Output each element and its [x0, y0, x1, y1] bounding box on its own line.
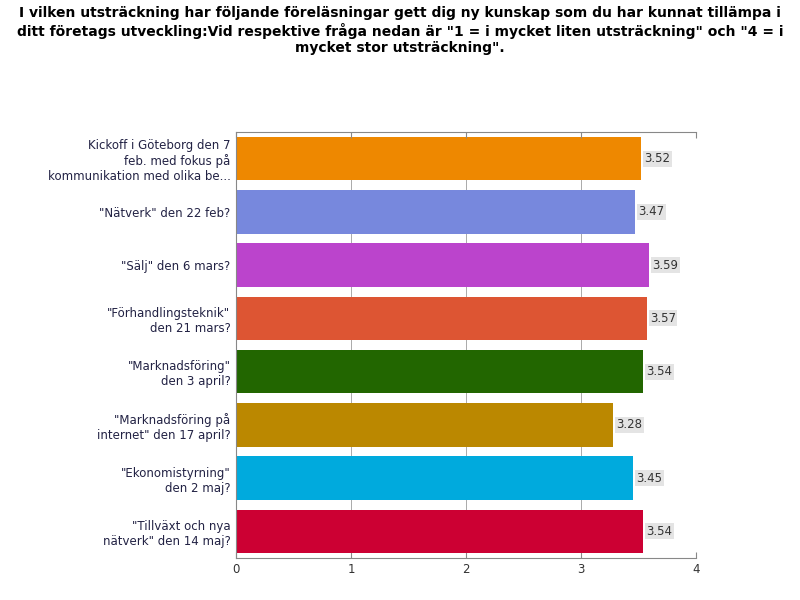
Text: 3.54: 3.54 [646, 365, 673, 378]
Text: 3.59: 3.59 [652, 259, 678, 272]
Text: 3.47: 3.47 [638, 205, 665, 218]
Bar [236, 137, 641, 181]
Bar [236, 190, 635, 234]
Text: 3.57: 3.57 [650, 312, 676, 325]
Bar [236, 403, 613, 447]
Bar [236, 350, 643, 394]
Text: 3.28: 3.28 [617, 418, 642, 431]
Text: 3.45: 3.45 [636, 472, 662, 485]
Bar [236, 243, 649, 287]
Bar [236, 509, 643, 553]
Bar [236, 456, 633, 500]
Bar [236, 296, 646, 340]
Text: 3.54: 3.54 [646, 525, 673, 538]
Text: I vilken utsträckning har följande föreläsningar gett dig ny kunskap som du har : I vilken utsträckning har följande förel… [17, 6, 783, 55]
Text: 3.52: 3.52 [644, 152, 670, 165]
